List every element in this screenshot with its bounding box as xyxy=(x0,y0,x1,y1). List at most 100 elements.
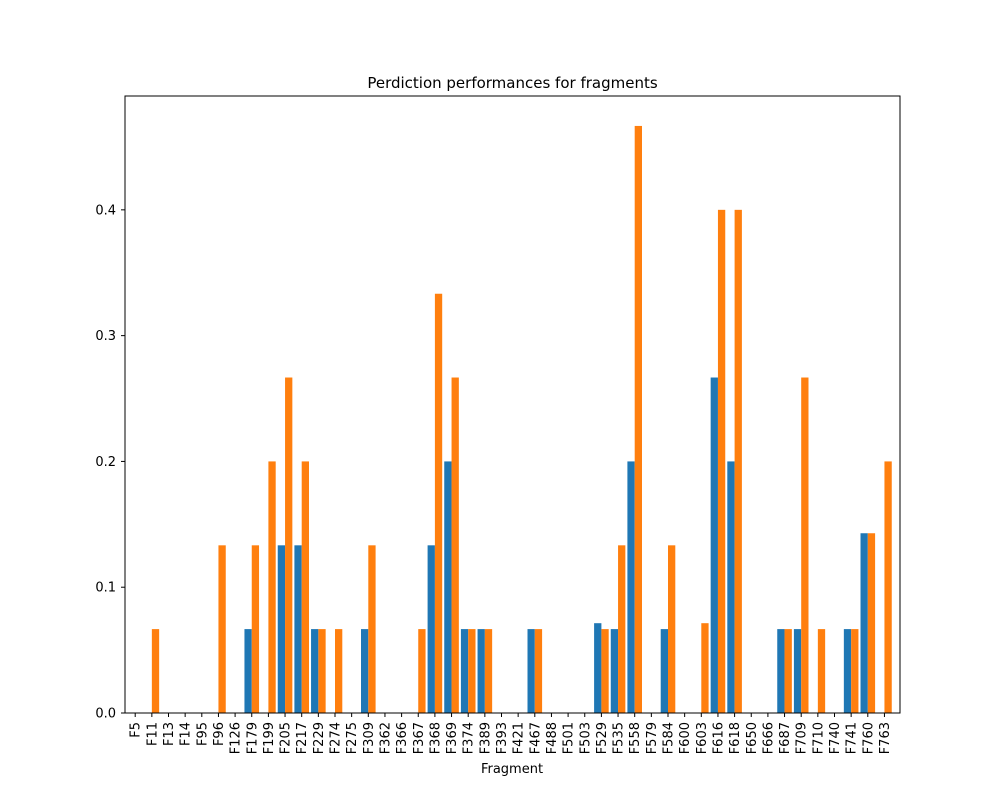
bar-f618-series-1 xyxy=(727,461,735,713)
x-tick-label-f741: F741 xyxy=(845,722,860,754)
x-tick-label-f666: F666 xyxy=(761,722,776,754)
x-tick-label-f199: F199 xyxy=(262,722,277,754)
bar-f374-series-1 xyxy=(460,629,469,713)
x-tick-label-f687: F687 xyxy=(778,722,793,754)
y-tick-label: 0.0 xyxy=(95,707,116,722)
x-tick-label-f374: F374 xyxy=(462,722,477,754)
x-tick-label-f13: F13 xyxy=(162,722,177,746)
x-tick-label-f467: F467 xyxy=(528,722,543,754)
bar-f217-series-1 xyxy=(294,545,302,713)
x-tick-label-f763: F763 xyxy=(878,722,893,754)
x-tick-label-f126: F126 xyxy=(229,722,244,754)
bar-f229-series-1 xyxy=(311,629,319,713)
x-tick-label-f535: F535 xyxy=(612,722,627,754)
bar-f368-series-1 xyxy=(427,545,435,713)
bar-f535-series-1 xyxy=(610,629,619,713)
bar-f274-series-2 xyxy=(335,629,343,713)
bar-f529-series-2 xyxy=(601,629,609,713)
bar-f217-series-2 xyxy=(301,461,309,713)
x-tick-label-f11: F11 xyxy=(145,722,160,746)
bar-f584-series-1 xyxy=(660,629,668,713)
x-tick-label-f618: F618 xyxy=(728,722,743,754)
bar-f389-series-1 xyxy=(477,629,485,713)
x-tick-label-f369: F369 xyxy=(445,722,460,754)
x-axis: F5 F11 F13 F14 F95 F96 F126 F179 F199 F205 F217 F22… xyxy=(129,713,893,754)
bar-f709-series-2 xyxy=(801,377,809,713)
x-tick-label-f709: F709 xyxy=(795,722,810,754)
y-tick-label: 0.2 xyxy=(95,455,116,470)
x-tick-label-f740: F740 xyxy=(828,722,843,754)
x-tick-label-f96: F96 xyxy=(212,722,227,746)
x-tick-label-f710: F710 xyxy=(811,722,826,754)
bar-f687-series-1 xyxy=(777,629,785,713)
plot-frame xyxy=(124,95,901,714)
x-axis-label: Fragment xyxy=(481,762,543,777)
bar-f741-series-2 xyxy=(851,629,859,713)
bar-f763-series-2 xyxy=(884,461,892,713)
x-tick-label-f488: F488 xyxy=(545,722,560,754)
bar-f687-series-2 xyxy=(784,629,792,713)
bar-f710-series-2 xyxy=(817,629,826,713)
bar-f558-series-2 xyxy=(634,125,642,713)
x-tick-label-f229: F229 xyxy=(312,722,327,754)
x-tick-label-f600: F600 xyxy=(678,722,693,754)
bar-f369-series-1 xyxy=(444,461,452,713)
x-tick-label-f529: F529 xyxy=(595,722,610,754)
bar-f205-series-1 xyxy=(277,545,286,713)
bar-f616-series-1 xyxy=(710,377,718,713)
x-tick-label-f616: F616 xyxy=(711,722,726,754)
x-tick-label-f503: F503 xyxy=(578,722,593,754)
bar-f529-series-1 xyxy=(594,623,602,713)
bar-f179-series-2 xyxy=(251,545,260,713)
bar-f389-series-2 xyxy=(484,629,493,713)
bar-f369-series-2 xyxy=(451,377,459,713)
bar-f309-series-2 xyxy=(368,545,376,713)
bar-f368-series-2 xyxy=(434,293,443,713)
bar-f467-series-1 xyxy=(527,629,535,713)
bar-f367-series-2 xyxy=(418,629,426,713)
bar-f618-series-2 xyxy=(734,209,742,713)
bar-f374-series-2 xyxy=(468,629,476,713)
y-tick-label: 0.1 xyxy=(95,581,116,596)
bar-f760-series-2 xyxy=(867,533,876,713)
y-tick-label: 0.4 xyxy=(95,203,116,218)
x-tick-label-f275: F275 xyxy=(345,722,360,754)
x-tick-label-f205: F205 xyxy=(279,722,294,754)
bar-f11-series-2 xyxy=(151,629,160,713)
bar-f309-series-1 xyxy=(361,629,369,713)
bar-f179-series-1 xyxy=(244,629,252,713)
bar-f616-series-2 xyxy=(717,209,726,713)
chart-title: Perdiction performances for fragments xyxy=(367,74,658,92)
bar-f199-series-2 xyxy=(268,461,276,713)
x-tick-label-f558: F558 xyxy=(628,722,643,754)
x-tick-label-f5: F5 xyxy=(129,722,144,738)
x-tick-label-f309: F309 xyxy=(362,722,377,754)
x-tick-label-f14: F14 xyxy=(179,722,194,746)
bar-f741-series-1 xyxy=(843,629,852,713)
x-tick-label-f217: F217 xyxy=(295,722,310,754)
x-tick-label-f603: F603 xyxy=(695,722,710,754)
y-axis: 0.0 0.1 0.2 0.3 0.4 xyxy=(95,203,125,722)
x-tick-label-f274: F274 xyxy=(329,722,344,754)
bar-f96-series-2 xyxy=(218,545,226,713)
x-tick-label-f501: F501 xyxy=(562,722,577,754)
x-tick-label-f760: F760 xyxy=(861,722,876,754)
x-tick-label-f421: F421 xyxy=(512,722,527,754)
bar-f558-series-1 xyxy=(627,461,635,713)
x-tick-label-f179: F179 xyxy=(245,722,260,754)
x-tick-label-f579: F579 xyxy=(645,722,660,754)
bar-f760-series-1 xyxy=(860,533,868,713)
bar-f205-series-2 xyxy=(285,377,293,713)
x-tick-label-f584: F584 xyxy=(662,722,677,754)
y-tick-label: 0.3 xyxy=(95,329,116,344)
bar-f584-series-2 xyxy=(668,545,676,713)
x-tick-label-f368: F368 xyxy=(428,722,443,754)
bar-f467-series-2 xyxy=(534,629,543,713)
x-tick-label-f362: F362 xyxy=(378,722,393,754)
x-tick-label-f650: F650 xyxy=(745,722,760,754)
x-tick-label-f367: F367 xyxy=(412,722,427,754)
bar-f535-series-2 xyxy=(618,545,626,713)
bars-layer xyxy=(151,125,892,713)
